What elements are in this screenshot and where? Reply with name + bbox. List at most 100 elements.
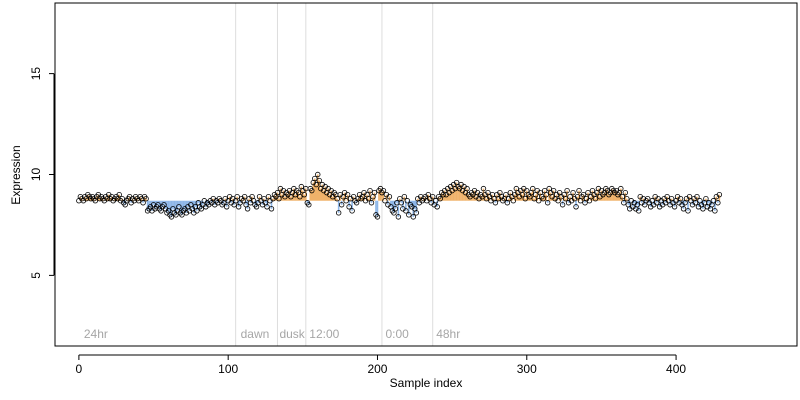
data-point [550,187,557,194]
time-annotation: dusk [279,327,305,341]
data-point [430,193,436,200]
x-axis-title: Sample index [390,376,463,390]
data-point [634,202,640,208]
data-point [555,198,561,204]
data-point [344,191,351,198]
data-point [703,196,709,202]
data-point [274,189,281,196]
data-point [522,196,528,202]
data-point [392,206,399,212]
data-point [510,198,517,204]
data-point [580,191,587,198]
data-point [559,202,566,208]
data-point [234,193,240,200]
y-axis: 5 10 15 [29,67,55,279]
data-point [544,200,551,206]
data-point [680,206,687,212]
data-point [536,198,542,204]
data-point [685,208,691,214]
plot-frame [54,2,798,347]
data-point [624,196,630,202]
data-point [562,196,569,202]
data-point [315,171,321,178]
data-point [621,200,627,206]
deviation-bars [79,174,721,217]
data-point [622,189,629,196]
data-point [480,185,487,192]
data-point [692,200,699,206]
data-point [241,193,248,200]
data-point [716,191,723,198]
data-point [349,208,355,214]
data-point [618,185,624,192]
data-point [343,198,349,204]
data-point [576,187,582,194]
time-annotations: 24hr dawn dusk 12:00 0:00 48hr [84,327,460,341]
data-point [380,187,387,194]
data-point [334,196,340,202]
data-point [671,204,678,210]
time-annotation: dawn [241,327,270,341]
data-point [297,193,303,200]
data-point [573,204,579,210]
x-tick-label: 100 [218,362,238,376]
data-point [492,200,499,206]
data-point [570,189,576,196]
data-point [374,214,381,220]
data-point [335,210,342,216]
data-points [76,171,723,220]
x-tick-label: 300 [517,362,537,376]
data-point [346,204,352,210]
data-point [194,208,200,214]
data-point [116,191,122,198]
data-point [140,200,146,206]
time-annotation: 48hr [436,327,460,341]
data-point [406,212,412,218]
data-point [316,177,322,184]
data-point [309,187,315,194]
data-point [168,214,175,220]
data-point [176,204,182,210]
data-point [433,198,439,204]
data-point [403,208,409,214]
data-point [530,185,536,192]
data-point [519,191,525,198]
data-point [264,204,270,210]
data-point [365,196,372,202]
data-point [712,208,718,214]
data-point [592,196,599,202]
data-point [715,200,721,206]
data-point [244,206,251,212]
data-point [276,196,282,202]
data-point [382,198,388,204]
data-point [410,214,417,220]
y-axis-title: Expression [9,145,23,204]
data-point [700,206,706,212]
data-point [306,202,312,208]
data-point [398,200,405,206]
data-point [503,191,509,198]
data-point [386,193,393,200]
x-tick-label: 0 [76,362,83,376]
data-point [338,202,345,208]
data-point [371,189,378,196]
data-point [543,191,549,198]
data-point [437,196,443,202]
data-point [143,196,149,202]
data-point [368,200,375,206]
time-annotation: 0:00 [385,327,409,341]
data-point [434,204,440,210]
data-point [301,191,308,198]
data-point [677,196,684,202]
data-point [223,204,230,210]
y-tick-label: 10 [29,168,43,182]
event-vertical-lines [235,3,434,346]
x-axis: 0 100 200 300 400 [76,354,686,376]
data-point [395,214,402,220]
data-point [401,193,408,200]
x-tick-label: 400 [666,362,686,376]
time-annotation: 12:00 [309,327,339,341]
y-tick-label: 5 [29,272,43,279]
data-point [404,198,411,204]
data-point [367,187,373,194]
